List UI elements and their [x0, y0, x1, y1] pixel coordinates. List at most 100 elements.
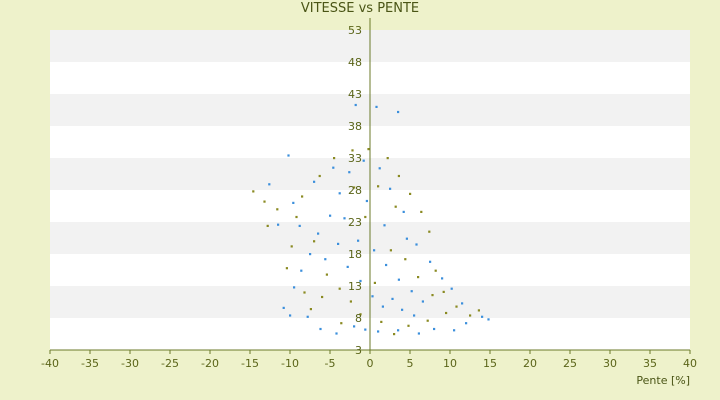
data-point — [465, 322, 468, 325]
data-point — [252, 190, 255, 193]
y-tick-label: 23 — [348, 216, 362, 229]
data-point — [276, 208, 279, 211]
data-point — [428, 230, 431, 233]
x-tick-label: -30 — [121, 357, 139, 370]
data-point — [381, 305, 384, 308]
data-point — [333, 157, 336, 160]
data-point — [348, 171, 351, 174]
data-point — [293, 286, 296, 289]
data-point — [313, 180, 316, 183]
data-point — [431, 294, 434, 297]
data-point — [282, 306, 285, 309]
x-axis-title: Pente [%] — [636, 374, 690, 387]
data-point — [298, 224, 301, 227]
data-point — [365, 199, 368, 203]
data-point — [404, 258, 407, 261]
data-point — [397, 329, 400, 332]
data-point — [325, 273, 328, 276]
data-point — [266, 224, 269, 227]
data-point — [394, 205, 397, 208]
x-tick-label: 0 — [367, 357, 374, 370]
data-point — [461, 302, 464, 305]
x-tick-label: 40 — [683, 357, 697, 370]
data-point — [359, 279, 362, 283]
data-point — [306, 315, 309, 318]
data-point — [385, 263, 388, 267]
data-point — [383, 224, 386, 227]
data-point — [303, 291, 306, 294]
data-point — [340, 322, 343, 325]
data-point — [338, 287, 341, 290]
data-point — [481, 315, 484, 318]
data-point — [321, 295, 324, 299]
data-point — [401, 308, 404, 311]
data-point — [445, 311, 448, 315]
x-tick-label: 20 — [523, 357, 537, 370]
data-point — [413, 314, 416, 317]
data-point — [391, 297, 394, 300]
data-point — [313, 240, 316, 243]
data-point — [389, 249, 392, 252]
data-point — [318, 174, 321, 178]
data-point — [324, 258, 327, 261]
x-tick-label: 10 — [443, 357, 457, 370]
data-point — [354, 103, 357, 107]
x-tick-label: -5 — [325, 357, 336, 370]
data-point — [433, 327, 436, 331]
data-point — [367, 148, 370, 151]
data-point — [397, 174, 400, 178]
data-point — [410, 290, 413, 293]
x-tick-label: 15 — [483, 357, 497, 370]
x-tick-label: 35 — [643, 357, 657, 370]
data-point — [317, 232, 320, 235]
data-point — [287, 154, 290, 157]
data-point — [389, 187, 392, 190]
data-point — [417, 276, 420, 279]
data-point — [277, 223, 280, 226]
data-point — [301, 195, 304, 198]
y-tick-label: 3 — [355, 344, 362, 357]
data-point — [337, 242, 340, 245]
data-point — [405, 237, 408, 240]
data-point — [346, 265, 349, 268]
data-point — [380, 320, 383, 323]
data-points — [252, 103, 490, 336]
data-point — [397, 278, 400, 281]
data-point — [409, 192, 412, 195]
data-point — [373, 281, 376, 284]
data-point — [429, 260, 432, 263]
data-point — [362, 159, 365, 162]
data-point — [415, 243, 418, 246]
data-point — [359, 313, 362, 316]
y-tick-label: 53 — [348, 24, 362, 37]
x-axis-ticks: -40 -35 -30 -25 -20 -15 -10 -5 0 5 10 15 20 25 30 35 40 — [41, 350, 697, 370]
data-point — [375, 105, 378, 108]
data-point — [300, 269, 303, 272]
data-point — [353, 325, 356, 328]
data-point — [289, 314, 292, 317]
data-point — [292, 201, 295, 204]
data-point — [371, 295, 374, 298]
data-point — [402, 210, 405, 213]
x-tick-label: -20 — [201, 357, 219, 370]
data-point — [453, 329, 456, 332]
data-point — [329, 214, 332, 217]
data-point — [364, 215, 367, 219]
y-tick-label: 8 — [355, 312, 362, 325]
data-point — [309, 253, 312, 256]
data-point — [377, 185, 380, 188]
data-point — [373, 249, 376, 252]
data-point — [349, 300, 352, 303]
y-tick-label: 43 — [348, 88, 362, 101]
x-tick-label: 5 — [407, 357, 414, 370]
x-tick-label: -35 — [81, 357, 99, 370]
data-point — [353, 186, 356, 189]
data-point — [309, 308, 312, 311]
chart-title: VITESSE vs PENTE — [300, 1, 420, 16]
data-point — [477, 309, 480, 312]
data-point — [377, 330, 380, 333]
data-point — [378, 167, 381, 170]
